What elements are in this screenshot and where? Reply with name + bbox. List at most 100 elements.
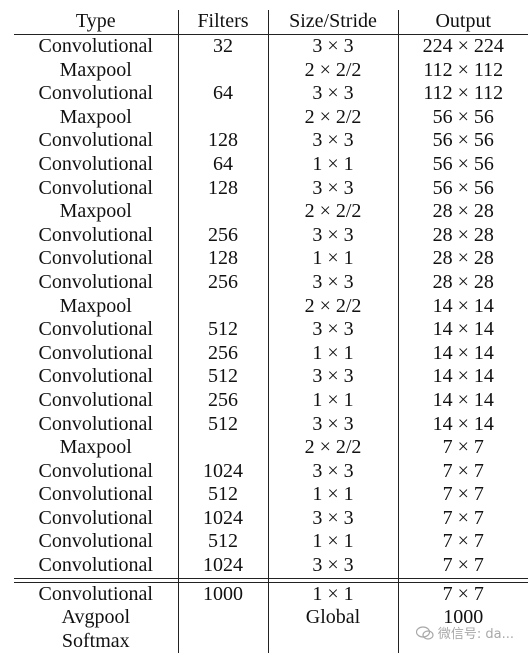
cell-size-stride: 3 × 3 xyxy=(267,365,398,389)
cell-output: 112 × 112 xyxy=(397,58,528,83)
cell-type: Convolutional xyxy=(38,554,153,577)
cell-type: Maxpool xyxy=(59,294,132,317)
cell-output: 14 × 14 xyxy=(397,341,528,366)
cell-output: 7 × 7 xyxy=(397,581,528,607)
table-row: Convolutional 32 3 × 3 224 × 224 xyxy=(14,34,528,59)
cell-filters xyxy=(177,200,268,224)
cell-type: Convolutional xyxy=(38,388,153,411)
table-row: Convolutional 64 3 × 3 112 × 112 xyxy=(14,82,528,106)
spacer-cell xyxy=(267,577,398,583)
cell-type: Maxpool xyxy=(59,58,132,81)
cell-size-stride: 2 × 2/2 xyxy=(267,105,398,130)
cell-type: Convolutional xyxy=(38,530,153,553)
cell-output: 28 × 28 xyxy=(397,200,528,224)
cell-output: 7 × 7 xyxy=(397,530,528,555)
cell-size-stride: 1 × 1 xyxy=(267,341,398,366)
cell-filters: 512 xyxy=(177,318,268,342)
cell-filters: 512 xyxy=(177,365,268,389)
cell-output: 14 × 14 xyxy=(397,294,528,319)
cell-type: Avgpool xyxy=(61,606,130,629)
cell-filters: 512 xyxy=(177,483,268,507)
cell-type: Convolutional xyxy=(38,176,153,199)
cell-output: 112 × 112 xyxy=(397,82,528,106)
cell-type: Convolutional xyxy=(38,152,153,175)
cell-size-stride: 3 × 3 xyxy=(267,34,398,59)
table-row: Convolutional 256 1 × 1 14 × 14 xyxy=(14,388,528,413)
cell-output: 14 × 14 xyxy=(397,412,528,437)
cell-filters: 1024 xyxy=(177,554,268,579)
spacer-cell xyxy=(14,577,178,583)
table-row: Maxpool 2 × 2/2 7 × 7 xyxy=(14,436,528,460)
table-row: Convolutional 256 3 × 3 28 × 28 xyxy=(14,270,528,295)
cell-type: Softmax xyxy=(61,629,130,652)
table-row: Convolutional 128 3 × 3 56 × 56 xyxy=(14,129,528,153)
table-row: Avgpool Global 1000 xyxy=(14,606,528,630)
cell-filters xyxy=(177,606,268,630)
table-row: Convolutional 512 3 × 3 14 × 14 xyxy=(14,365,528,389)
cell-type: Convolutional xyxy=(38,35,153,57)
table-row: Convolutional 256 1 × 1 14 × 14 xyxy=(14,341,528,366)
cell-output xyxy=(397,629,528,654)
cell-filters: 1024 xyxy=(177,459,268,484)
spacer-cell xyxy=(397,577,528,583)
cell-size-stride: 3 × 3 xyxy=(267,82,398,106)
cell-type: Convolutional xyxy=(38,318,153,341)
cell-size-stride: 3 × 3 xyxy=(267,412,398,437)
cell-output: 14 × 14 xyxy=(397,388,528,413)
table-row: Convolutional 64 1 × 1 56 × 56 xyxy=(14,152,528,177)
cell-filters: 32 xyxy=(177,34,268,59)
header-filters: Filters xyxy=(177,10,268,35)
cell-type: Convolutional xyxy=(38,129,153,152)
table-row: Maxpool 2 × 2/2 28 × 28 xyxy=(14,200,528,224)
cell-filters: 512 xyxy=(177,412,268,437)
cell-size-stride: 2 × 2/2 xyxy=(267,436,398,460)
cell-output: 56 × 56 xyxy=(397,152,528,177)
cell-type: Convolutional xyxy=(38,341,153,364)
cell-output: 14 × 14 xyxy=(397,318,528,342)
cell-filters: 128 xyxy=(177,176,268,201)
cell-type: Maxpool xyxy=(59,200,132,223)
table-row: Convolutional 128 1 × 1 28 × 28 xyxy=(14,247,528,271)
table-row: Maxpool 2 × 2/2 14 × 14 xyxy=(14,294,528,319)
cell-filters xyxy=(177,629,268,654)
cell-filters: 256 xyxy=(177,341,268,366)
cell-size-stride xyxy=(267,629,398,654)
architecture-table: Type Filters Size/Stride Output Convolut… xyxy=(14,10,528,654)
cell-output: 224 × 224 xyxy=(397,34,528,59)
watermark: 微信号: da... xyxy=(415,623,514,642)
cell-filters: 1024 xyxy=(177,506,268,531)
table-row: Softmax xyxy=(14,629,528,654)
table-header: Type Filters Size/Stride Output xyxy=(14,10,528,35)
cell-filters xyxy=(177,436,268,460)
cell-size-stride: 1 × 1 xyxy=(267,530,398,555)
cell-size-stride: 1 × 1 xyxy=(267,152,398,177)
spacer-cell xyxy=(177,577,268,583)
table-body: Convolutional 32 3 × 3 224 × 224 Maxpool 2 × … xyxy=(14,34,528,583)
table-row: Maxpool 2 × 2/2 56 × 56 xyxy=(14,105,528,130)
cell-filters: 64 xyxy=(177,152,268,177)
cell-size-stride: Global xyxy=(267,606,398,630)
cell-type: Maxpool xyxy=(59,105,132,128)
cell-size-stride: 2 × 2/2 xyxy=(267,200,398,224)
cell-filters: 128 xyxy=(177,247,268,271)
header-type: Type xyxy=(75,10,116,33)
cell-output: 14 × 14 xyxy=(397,365,528,389)
cell-output: 7 × 7 xyxy=(397,506,528,531)
cell-size-stride: 3 × 3 xyxy=(267,129,398,153)
cell-output: 28 × 28 xyxy=(397,270,528,295)
cell-size-stride: 3 × 3 xyxy=(267,270,398,295)
cell-output: 7 × 7 xyxy=(397,459,528,484)
cell-type: Convolutional xyxy=(38,412,153,435)
cell-type: Maxpool xyxy=(59,436,132,459)
cell-type: Convolutional xyxy=(38,483,153,506)
cell-filters xyxy=(177,294,268,319)
cell-output: 28 × 28 xyxy=(397,247,528,271)
cell-type: Convolutional xyxy=(38,365,153,388)
cell-size-stride: 1 × 1 xyxy=(267,247,398,271)
cell-filters: 256 xyxy=(177,388,268,413)
